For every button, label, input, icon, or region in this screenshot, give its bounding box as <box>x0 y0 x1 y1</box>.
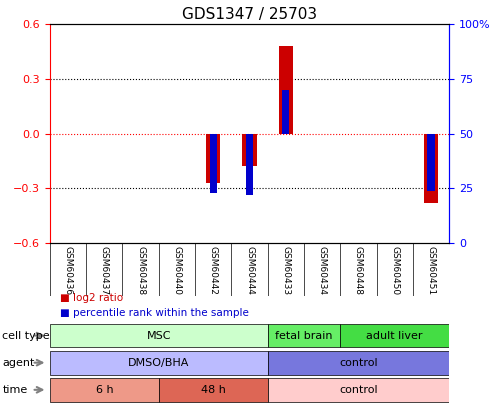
FancyBboxPatch shape <box>159 378 267 402</box>
Bar <box>424 134 438 203</box>
FancyBboxPatch shape <box>267 324 340 347</box>
Text: adult liver: adult liver <box>366 330 423 341</box>
Text: 6 h: 6 h <box>95 385 113 395</box>
Text: time: time <box>2 385 28 395</box>
Text: GSM60448: GSM60448 <box>354 245 363 294</box>
Text: cell type: cell type <box>2 330 50 341</box>
Bar <box>246 134 253 195</box>
Text: GSM60444: GSM60444 <box>245 245 254 294</box>
Text: GSM60451: GSM60451 <box>427 245 436 295</box>
Bar <box>427 134 435 190</box>
Bar <box>278 46 293 134</box>
Text: ■ log2 ratio: ■ log2 ratio <box>60 293 123 303</box>
Text: GSM60433: GSM60433 <box>281 245 290 295</box>
Title: GDS1347 / 25703: GDS1347 / 25703 <box>182 7 317 22</box>
Text: 48 h: 48 h <box>201 385 226 395</box>
Text: control: control <box>339 385 378 395</box>
Text: GSM60440: GSM60440 <box>173 245 182 294</box>
Bar <box>210 134 217 193</box>
FancyBboxPatch shape <box>50 351 267 375</box>
FancyBboxPatch shape <box>267 351 449 375</box>
Bar <box>282 90 289 134</box>
Text: ■ percentile rank within the sample: ■ percentile rank within the sample <box>60 307 249 318</box>
Text: agent: agent <box>2 358 35 368</box>
FancyBboxPatch shape <box>340 324 449 347</box>
Text: fetal brain: fetal brain <box>275 330 333 341</box>
FancyBboxPatch shape <box>50 378 159 402</box>
Bar <box>206 134 221 183</box>
FancyBboxPatch shape <box>267 378 449 402</box>
Text: GSM60436: GSM60436 <box>63 245 72 295</box>
FancyBboxPatch shape <box>50 324 267 347</box>
Text: GSM60450: GSM60450 <box>390 245 399 295</box>
Text: DMSO/BHA: DMSO/BHA <box>128 358 190 368</box>
Bar <box>242 134 257 166</box>
Text: MSC: MSC <box>147 330 171 341</box>
Text: GSM60438: GSM60438 <box>136 245 145 295</box>
Text: GSM60437: GSM60437 <box>100 245 109 295</box>
Text: GSM60442: GSM60442 <box>209 245 218 294</box>
Text: GSM60434: GSM60434 <box>317 245 326 294</box>
Text: control: control <box>339 358 378 368</box>
